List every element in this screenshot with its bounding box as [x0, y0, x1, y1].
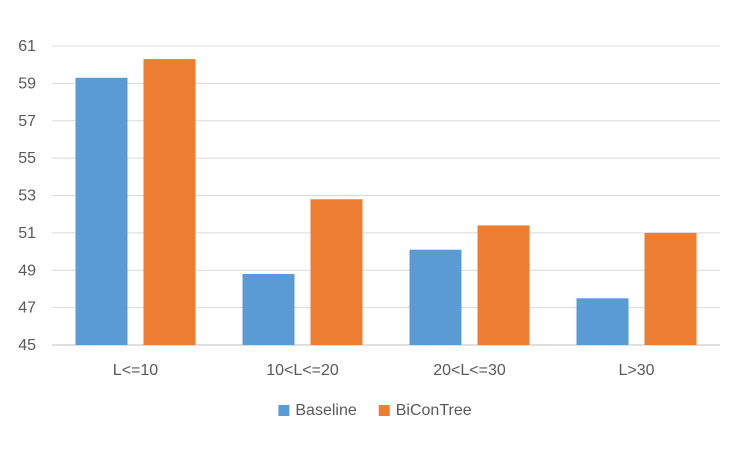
x-tick-label: L>30: [618, 362, 654, 379]
y-tick-label: 59: [18, 75, 36, 92]
legend-swatch: [378, 405, 390, 416]
bar-baseline-l-30: [576, 298, 629, 345]
legend: Baseline BiConTree: [278, 402, 472, 419]
x-tick-label: L<=10: [113, 362, 158, 379]
legend-item-baseline: Baseline: [278, 402, 357, 419]
y-tick-label: 45: [18, 337, 36, 354]
bar-bicontree-l-30: [644, 232, 697, 345]
y-tick-label: 51: [18, 225, 36, 242]
x-tick-label: 20<L<=30: [433, 362, 506, 379]
y-axis: 45 47 49 51 53 55 57 59 61: [18, 38, 36, 354]
bar-baseline-20-l-30: [409, 249, 462, 345]
y-tick-label: 55: [18, 150, 36, 167]
y-tick-label: 61: [18, 38, 36, 55]
x-tick-label: 10<L<=20: [266, 362, 339, 379]
y-tick-label: 47: [18, 300, 36, 317]
legend-swatch: [278, 405, 290, 416]
bar-baseline-l-10: [75, 77, 128, 346]
y-tick-label: 49: [18, 262, 36, 279]
x-axis: L<=10 10<L<=20 20<L<=30 L>30: [113, 362, 655, 379]
bar-bicontree-20-l-30: [477, 225, 530, 345]
bar-baseline-10-l-20: [242, 273, 295, 345]
y-tick-label: 53: [18, 188, 36, 205]
legend-label: Baseline: [295, 402, 356, 419]
bar-bicontree-l-10: [143, 59, 196, 346]
y-tick-label: 57: [18, 113, 36, 130]
legend-item-bicontree: BiConTree: [378, 402, 472, 419]
legend-label: BiConTree: [396, 402, 472, 419]
bar-bicontree-10-l-20: [310, 199, 363, 345]
bars: [75, 59, 697, 346]
